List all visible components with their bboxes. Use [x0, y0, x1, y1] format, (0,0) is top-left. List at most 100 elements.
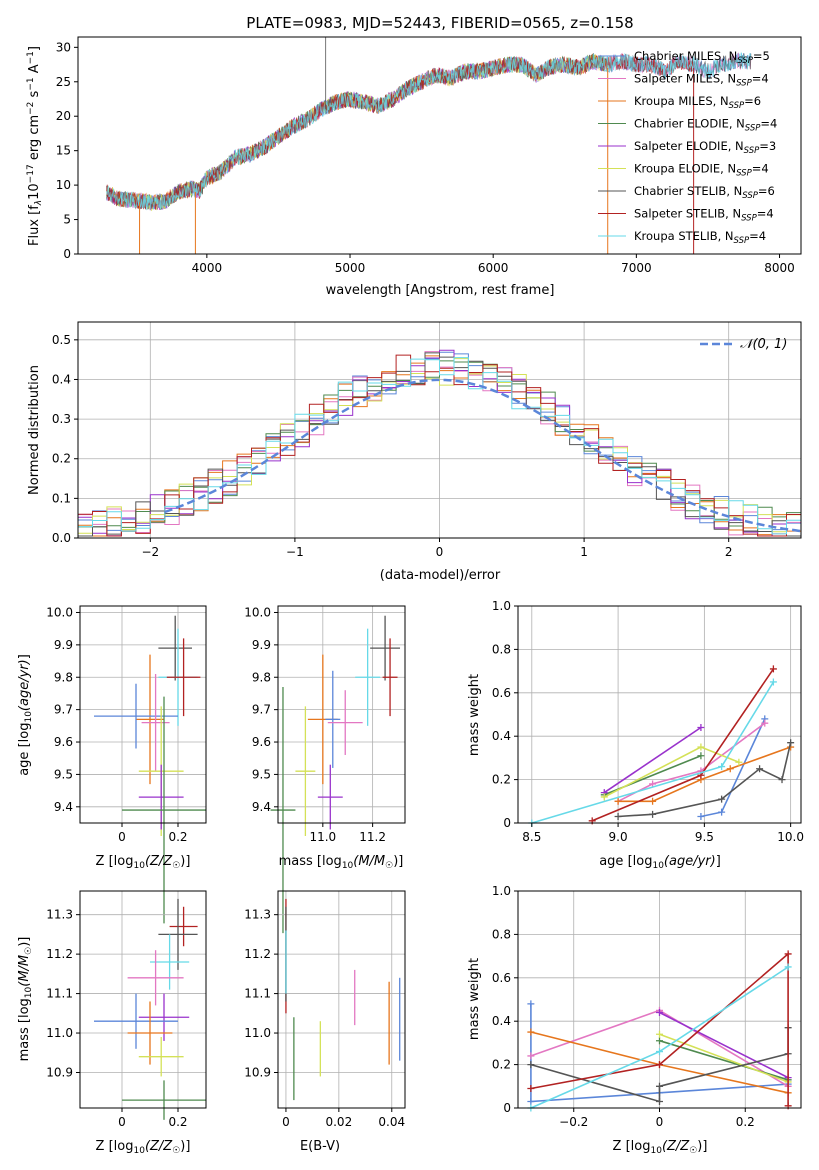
tick-label-x: 0: [118, 830, 126, 844]
tick-label-x: 0: [656, 1115, 664, 1129]
p6-xlabel-a: Z [log: [96, 1139, 134, 1154]
tick-label-x: 0.2: [168, 1115, 187, 1129]
tick-label-x: 0: [118, 1115, 126, 1129]
p3-xlabel-sun: ☉: [172, 861, 180, 871]
p6-xlabel-b: (Z/Z: [145, 1139, 173, 1154]
series-marker-cs: [656, 1097, 663, 1105]
legend-label-sub: SSP: [736, 79, 752, 89]
series-marker-ce: [697, 752, 705, 760]
spectrum-ylabel-exp3: −1: [26, 77, 36, 90]
tick-label-x: 8.5: [522, 830, 541, 844]
p4-xlabel-b: (M/M: [353, 854, 385, 869]
tick-label-x: 0.2: [168, 830, 187, 844]
p8-xlabel-sun: ☉: [689, 1146, 697, 1156]
p3-ylabel-sub: 10: [24, 711, 34, 723]
histogram-ylabel: Normed distribution: [27, 365, 42, 495]
p8-xlabel-sub: 10: [650, 1146, 662, 1156]
spectrum-xlabel: wavelength [Angstrom, rest frame]: [326, 283, 555, 298]
tick-label-y: 11.0: [244, 1026, 271, 1040]
legend-label: Kroupa MILES, NSSP=6: [634, 94, 761, 111]
tick-label-x: 0: [436, 545, 444, 559]
legend-label-sub: SSP: [741, 214, 757, 224]
axes-frame: [277, 890, 406, 1109]
tick-label-y: 0.2: [52, 452, 71, 466]
tick-label-y: 0: [503, 816, 511, 830]
tick-label-y: 11.3: [244, 908, 271, 922]
tick-label-y: 10.9: [46, 1065, 73, 1079]
p5-xlabel-c: ]: [716, 854, 721, 869]
spectrum-ylabel-exp: −17: [26, 164, 36, 183]
tick-label-y: 0.4: [492, 729, 511, 743]
series-marker-ks: [656, 1048, 663, 1056]
tick-label-x: 0.04: [378, 1115, 405, 1129]
series-marker-ss: [656, 1061, 663, 1069]
p6-ylabel-sub: 10: [24, 986, 34, 998]
legend-label-main: Kroupa ELODIE, N: [634, 162, 736, 176]
series-marker-ss: [527, 1084, 535, 1092]
p7-xlabel: E(B-V): [300, 1139, 340, 1154]
spectrum-ylabel-exp2: −2: [26, 102, 36, 115]
tick-label-x: 5000: [335, 261, 366, 275]
series-marker-pink: [761, 719, 769, 727]
series-marker-km: [649, 797, 657, 805]
series-marker-ke: [735, 758, 743, 766]
p5-ylabel: mass weight: [467, 674, 482, 756]
p6-ylabel: mass [log10(M/M☉)]: [17, 937, 34, 1062]
series-marker-km: [726, 765, 734, 773]
tick-label-y: 0.0: [52, 531, 71, 545]
legend-label-suffix: =6: [758, 184, 775, 198]
series-marker-cs: [718, 795, 726, 803]
p6-xlabel-sun: ☉: [172, 1146, 180, 1156]
tick-label-x: 9.0: [609, 830, 628, 844]
tick-label-x: 4000: [192, 261, 223, 275]
series-marker-cs: [756, 765, 764, 773]
legend-label-suffix: =4: [757, 207, 774, 221]
p4-xlabel-a: mass [log: [279, 854, 342, 869]
series-marker-cs: [778, 776, 786, 784]
series-marker-ke: [656, 1030, 663, 1038]
series-marker-km: [527, 1028, 535, 1036]
spectrum-panel: PLATE=0983, MJD=52443, FIBERID=0565, z=0…: [26, 14, 802, 298]
series-marker-cm: [527, 1000, 535, 1008]
series-marker-ss: [769, 665, 777, 673]
p6-xlabel-c: )]: [180, 1139, 190, 1154]
legend-label-sub: SSP: [729, 101, 745, 111]
p5-xlabel-sub: 10: [652, 861, 664, 871]
legend-label: Salpeter STELIB, NSSP=4: [634, 207, 774, 224]
series-marker-ks: [769, 678, 777, 686]
p3-ylabel-a: age [log: [17, 723, 32, 776]
p3-xlabel-sub: 10: [133, 861, 145, 871]
p8-xlabel-a: Z [log: [613, 1139, 651, 1154]
tick-label-y: 11.1: [46, 987, 73, 1001]
legend-label-main: Kroupa MILES, N: [634, 94, 729, 108]
spectrum-ticks: 4000 5000 6000 7000 8000 0 5 10 15 20 25 30: [56, 40, 795, 275]
tick-label-x: 6000: [478, 261, 509, 275]
tick-label-y: 0.1: [52, 491, 71, 505]
spectrum-ylabel-lambda: λ: [34, 200, 44, 206]
axes-frame: [79, 890, 207, 1109]
legend-label-suffix: =4: [760, 117, 777, 131]
spectrum-line-ks: [106, 51, 752, 211]
tick-label-y: 11.2: [244, 947, 271, 961]
p3-ylabel-b: (age/yr): [17, 659, 32, 711]
legend-label-sub: SSP: [737, 56, 753, 66]
tick-label-y: 9.4: [54, 800, 73, 814]
p4-xlabel-c: )]: [393, 854, 403, 869]
tick-label-x: 10.0: [777, 830, 804, 844]
legend-label: Chabrier MILES, NSSP=5: [634, 49, 770, 66]
legend-label-main: Chabrier MILES, N: [634, 49, 737, 63]
axes-frame: [517, 605, 802, 824]
histogram-ticks: −2 −1 0 1 2 0.0 0.1 0.2 0.3 0.4 0.5: [52, 333, 733, 559]
mass-vs-z-panel: 0 0.2 10.9 11.0 11.1 11.2 11.3: [46, 890, 207, 1129]
histogram-xlabel: (data-model)/error: [380, 568, 501, 583]
tick-label-x: 0.02: [325, 1115, 352, 1129]
tick-label-y: 11.2: [46, 947, 73, 961]
tick-label-y: 20: [56, 109, 71, 123]
legend-label-main: Salpeter STELIB, N: [634, 207, 741, 221]
legend-label-suffix: =4: [752, 162, 769, 176]
tick-label-y: 9.9: [252, 638, 271, 652]
legend-label: Kroupa ELODIE, NSSP=4: [634, 162, 769, 179]
spectrum-ylabel-a: Flux [f: [27, 205, 42, 246]
tick-label-y: 0: [503, 1101, 511, 1115]
